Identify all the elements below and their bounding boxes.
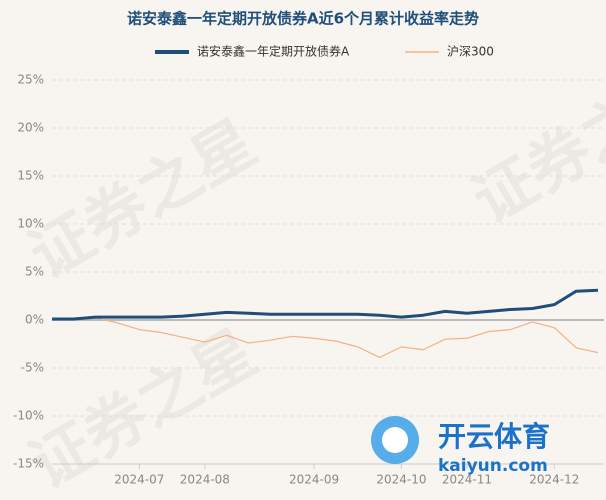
watermark: 证券之星 bbox=[460, 51, 606, 238]
x-tick-label: 2024-10 bbox=[376, 473, 426, 487]
chart-title: 诺安泰鑫一年定期开放债券A近6个月累计收益率走势 bbox=[127, 10, 479, 28]
line-series bbox=[52, 288, 599, 321]
y-tick-label: -5% bbox=[21, 361, 44, 375]
x-tick-label: 2024-11 bbox=[442, 473, 492, 487]
x-tick-label: 2024-12 bbox=[529, 473, 579, 487]
logo: 开云体育 kaiyun.com bbox=[371, 416, 550, 476]
y-tick-label: 5% bbox=[25, 265, 44, 279]
y-tick-label: -15% bbox=[13, 457, 44, 471]
legend-label: 沪深300 bbox=[447, 45, 494, 59]
x-tick-label: 2024-08 bbox=[180, 473, 230, 487]
logo-text: 开云体育 bbox=[438, 420, 550, 453]
y-tick-label: 0% bbox=[25, 313, 44, 327]
y-tick-label: -10% bbox=[13, 409, 44, 423]
watermark: 证券之星 bbox=[17, 106, 268, 293]
line-series bbox=[51, 317, 599, 359]
x-tick-label: 2024-07 bbox=[114, 473, 164, 487]
logo-url: kaiyun.com bbox=[438, 456, 548, 476]
legend-label: 诺安泰鑫一年定期开放债券A bbox=[197, 44, 350, 59]
logo-icon bbox=[382, 427, 408, 453]
y-tick-label: 10% bbox=[17, 217, 44, 231]
y-tick-label: 25% bbox=[17, 73, 44, 87]
x-tick-label: 2024-09 bbox=[289, 473, 339, 487]
y-tick-label: 15% bbox=[17, 169, 44, 183]
y-tick-label: 20% bbox=[17, 121, 44, 135]
